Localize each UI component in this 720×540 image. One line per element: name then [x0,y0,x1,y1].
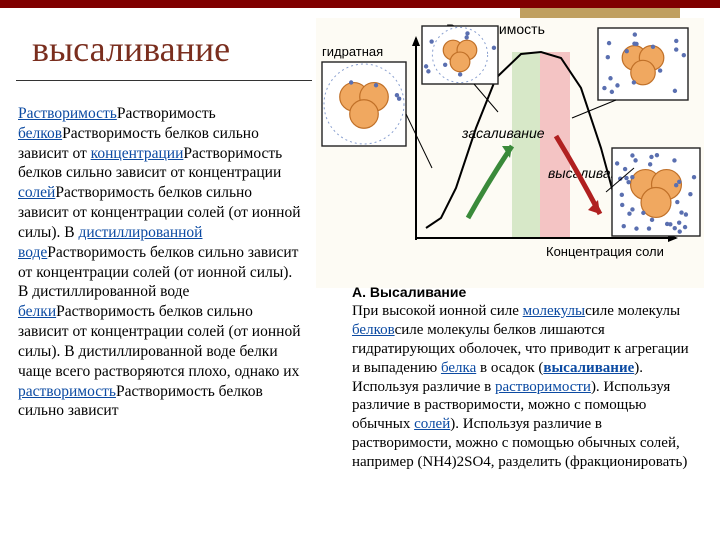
text-link[interactable]: концентрации [91,145,184,162]
text-run: в осадок ( [476,360,543,376]
svg-text:Концентрация соли: Концентрация соли [546,244,664,259]
text-run: При высокой ионной силе [352,303,523,319]
text-link[interactable]: растворимости [495,379,591,395]
top-accent [520,8,680,18]
title-rule [16,80,312,81]
text-run: силе молекулы [585,303,680,319]
text-link[interactable]: белков [18,125,62,142]
page-title: высаливание [32,28,230,70]
text-link[interactable]: растворимость [18,383,116,400]
svg-text:засаливание: засаливание [461,125,545,141]
text-link[interactable]: молекулы [523,303,585,319]
left-column-text: РастворимостьРастворимость белков Раствор… [18,104,306,421]
text-run: Растворимость белков сильно зависит от к… [18,303,301,379]
text-link[interactable]: белки [18,303,56,320]
text-link[interactable]: Растворимость [18,105,117,122]
text-link[interactable]: солей [18,184,55,201]
chart-solubility: РастворимостьКонцентрация солигидратнаяо… [316,18,704,288]
chart-svg: РастворимостьКонцентрация солигидратнаяо… [316,18,704,288]
text-link[interactable]: высаливание [543,360,634,376]
text-link[interactable]: белков [352,322,395,338]
text-link[interactable]: белка [441,360,476,376]
text-run: Растворимость белков сильно зависит от к… [18,244,298,301]
chart-caption: А. Высаливание [352,284,466,300]
text-run: Растворимость [117,105,216,122]
right-column-text: При высокой ионной силе молекулысиле мол… [352,302,692,472]
top-stripe [0,0,720,8]
text-link[interactable]: солей [414,416,450,432]
